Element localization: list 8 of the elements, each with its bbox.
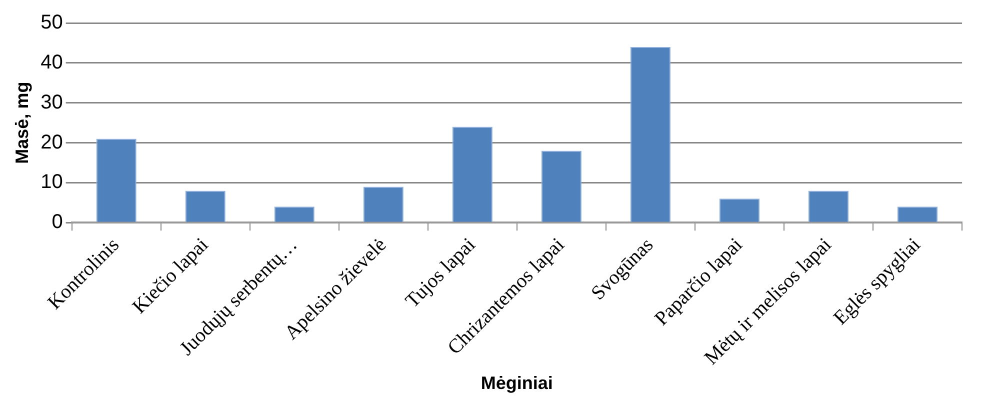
- y-axis-title: Masė, mg: [12, 82, 32, 164]
- y-tick-label: 30: [40, 91, 63, 114]
- y-tick-label: 40: [40, 51, 63, 74]
- x-axis-title: Mėginiai: [480, 373, 553, 394]
- y-tick-label: 20: [40, 131, 63, 154]
- y-tick-label: 10: [40, 171, 63, 194]
- y-tick-label: 0: [52, 211, 63, 234]
- y-tick-label: 50: [40, 12, 63, 34]
